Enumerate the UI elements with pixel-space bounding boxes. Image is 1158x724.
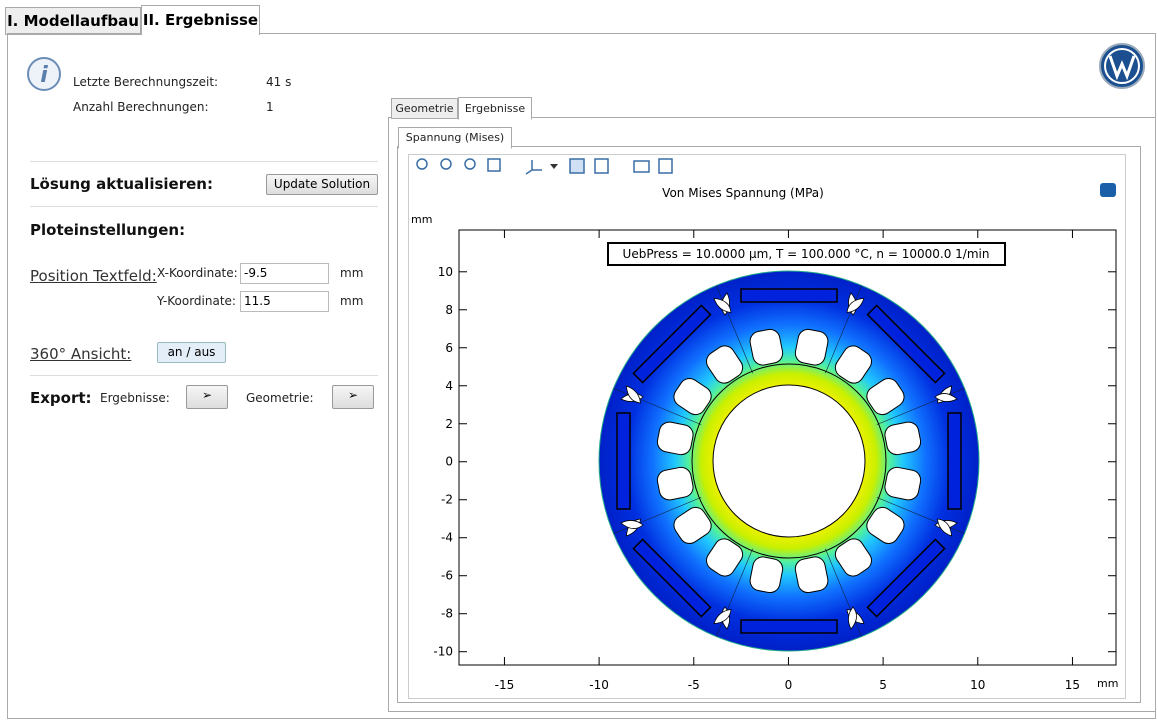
x-tick-label: -15 <box>495 678 515 692</box>
label: Anzahl Berechnungen: <box>73 100 209 114</box>
y-tick-label: -2 <box>441 493 453 507</box>
button[interactable]: Update Solution <box>266 174 378 195</box>
x-tick-label: 15 <box>1065 678 1080 692</box>
logo <box>1098 42 1146 90</box>
separator <box>30 161 378 162</box>
y-tick-label: 2 <box>445 417 453 431</box>
tab-active[interactable]: Ergebnisse <box>458 97 532 120</box>
separator <box>30 375 378 376</box>
x-tick-label: 5 <box>879 678 887 692</box>
y-tick-label: 10 <box>438 265 453 279</box>
legend-toggle[interactable] <box>1100 183 1116 197</box>
magnet <box>948 413 961 509</box>
unit: mm <box>340 266 363 280</box>
svg-text:i: i <box>40 63 48 88</box>
y-tick-label: 4 <box>445 379 453 393</box>
x-tick-label: 0 <box>785 678 793 692</box>
label: Letzte Berechnungszeit: <box>73 75 218 89</box>
tab-active[interactable]: Spannung (Mises) <box>398 127 512 149</box>
export-button[interactable]: ➢ <box>332 385 374 409</box>
tab[interactable]: I. Modellaufbau <box>5 7 141 35</box>
plot: Von Mises Spannung (MPa) mm mm -15 -10 -5 0… <box>400 150 1130 695</box>
y-tick-label: -4 <box>441 531 453 545</box>
heading: Export: <box>30 389 92 407</box>
y-tick-label: -6 <box>441 569 453 583</box>
label: Y-Koordinate: <box>157 294 236 308</box>
x-axis-label: mm <box>1097 677 1118 690</box>
info-icon: i <box>26 56 62 92</box>
magnet <box>741 620 837 633</box>
y-tick-label: 6 <box>445 341 453 355</box>
y-tick-label: 0 <box>445 455 453 469</box>
magnet <box>741 289 837 302</box>
x-tick-label: -5 <box>688 678 700 692</box>
plot-title: Von Mises Spannung (MPa) <box>662 186 824 200</box>
export-button[interactable]: ➢ <box>186 385 228 409</box>
x-tick-label: -10 <box>589 678 609 692</box>
value: 1 <box>266 100 274 114</box>
label: Geometrie: <box>246 391 314 405</box>
label: Position Textfeld: <box>30 267 157 285</box>
tab[interactable]: Geometrie <box>391 98 458 119</box>
label: 360° Ansicht: <box>30 345 131 363</box>
y-axis-label: mm <box>411 213 432 226</box>
separator <box>30 206 378 207</box>
value: 41 s <box>266 75 291 89</box>
input[interactable]: -9.5 <box>240 263 329 284</box>
label: Ergebnisse: <box>100 391 170 405</box>
label: X-Koordinate: <box>157 266 238 280</box>
y-tick-label: -8 <box>441 607 453 621</box>
tab-active[interactable]: II. Ergebnisse <box>141 5 260 35</box>
x-tick-label: 10 <box>970 678 985 692</box>
annotation: UebPress = 10.0000 µm, T = 100.000 °C, n… <box>623 247 990 261</box>
y-tick-label: -10 <box>433 645 453 659</box>
shaft-hole <box>713 385 865 537</box>
unit: mm <box>340 294 363 308</box>
heading: Ploteinstellungen: <box>30 221 185 239</box>
heading: Lösung aktualisieren: <box>30 175 213 193</box>
input[interactable]: 11.5 <box>240 291 329 312</box>
magnet <box>617 413 630 509</box>
button[interactable]: an / aus <box>157 342 226 363</box>
y-tick-label: 8 <box>445 303 453 317</box>
